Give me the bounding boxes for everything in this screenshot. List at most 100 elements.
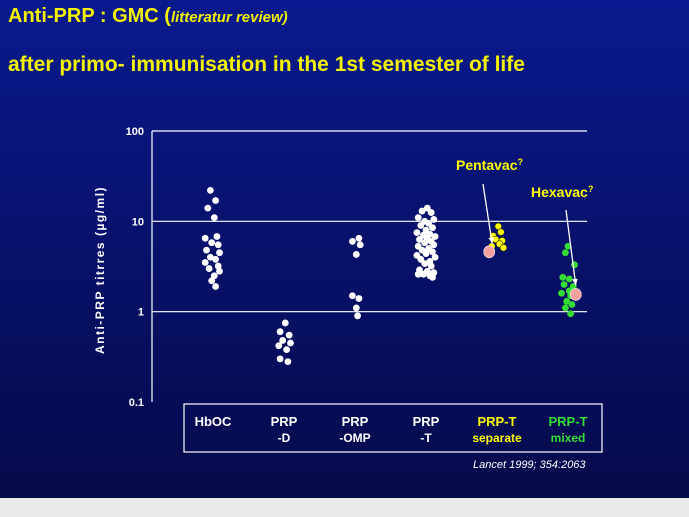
data-point <box>414 214 422 221</box>
data-point <box>564 242 572 250</box>
data-point <box>431 233 439 240</box>
y-tick-label: 100 <box>126 126 144 138</box>
data-point <box>352 304 360 312</box>
data-point <box>431 253 439 261</box>
data-point <box>417 222 425 229</box>
data-point <box>562 304 569 312</box>
data-point <box>212 283 220 290</box>
data-point <box>216 267 223 275</box>
y-tick-label: 1 <box>138 307 144 319</box>
annotation-arrowhead <box>488 237 494 244</box>
data-point <box>356 241 364 249</box>
data-point <box>349 292 356 300</box>
source-citation: Lancet 1999; 354:2063 <box>473 459 586 471</box>
data-point <box>279 337 287 344</box>
data-point <box>559 273 567 281</box>
data-point <box>567 310 574 318</box>
data-point <box>212 197 220 204</box>
annotation-marker <box>483 245 496 259</box>
data-point <box>349 237 356 245</box>
data-point <box>421 260 429 268</box>
x-tick-label: -T <box>420 431 432 445</box>
data-point <box>422 250 430 257</box>
x-tick-label: PRP <box>271 414 298 429</box>
data-point <box>203 246 210 254</box>
data-point <box>430 241 438 249</box>
data-point <box>352 251 360 258</box>
data-point <box>354 312 361 320</box>
data-point <box>207 253 214 261</box>
data-point <box>429 224 436 232</box>
data-point <box>214 241 222 249</box>
x-tick-label: -OMP <box>339 431 370 445</box>
x-tick-label: HbOC <box>195 414 232 429</box>
annotation-suffix: ? <box>588 184 594 194</box>
data-point <box>204 204 212 212</box>
data-point <box>427 262 435 270</box>
data-point <box>216 249 223 257</box>
data-point <box>499 244 508 252</box>
data-point <box>208 239 216 247</box>
data-point <box>213 233 221 240</box>
data-point <box>285 331 293 339</box>
annotation-label: Hexavac? <box>531 184 593 200</box>
x-tick-label: PRP-T <box>478 414 517 429</box>
data-point <box>284 358 292 366</box>
y-axis-title: Anti-PRP titrres (µg/ml) <box>93 186 107 354</box>
data-point <box>276 355 284 363</box>
annotation-marker <box>569 288 582 301</box>
data-point <box>201 259 209 266</box>
data-point <box>423 204 431 212</box>
data-point <box>425 219 432 227</box>
data-point <box>430 216 438 223</box>
data-point <box>413 229 421 237</box>
data-point <box>210 272 218 280</box>
data-point <box>287 339 294 347</box>
data-point <box>207 187 214 194</box>
data-point <box>421 239 429 247</box>
data-point <box>568 301 576 308</box>
annotation-arrowhead <box>572 278 578 286</box>
y-tick-label: 10 <box>132 216 144 228</box>
x-tick-label: PRP-T <box>549 414 588 429</box>
data-point <box>569 283 577 290</box>
x-tick-label: PRP <box>413 414 440 429</box>
annotation-suffix: ? <box>517 157 523 167</box>
slide: Anti-PRP : GMC (litteratur review) after… <box>0 0 689 498</box>
data-point <box>212 255 220 263</box>
slide-subtitle: after primo- immunisation in the 1st sem… <box>8 53 525 76</box>
data-point <box>563 297 571 305</box>
x-tick-label: PRP <box>342 414 369 429</box>
data-point <box>565 275 573 283</box>
x-tick-label: mixed <box>551 431 586 445</box>
data-point <box>417 255 425 263</box>
data-point <box>208 277 216 285</box>
data-point <box>427 209 435 216</box>
data-point <box>214 262 222 270</box>
x-axis-label-box <box>183 403 603 453</box>
y-tick-label: 0.1 <box>129 397 144 409</box>
annotation-label: Pentavac? <box>456 157 523 173</box>
scatter-chart: 100 10 1 0.1 Anti-PRP titrres (µg/ml) HbOC PRP… <box>93 126 603 471</box>
slide-title-main: Anti-PRP : GMC ( <box>8 5 171 27</box>
data-point <box>558 289 565 297</box>
data-point <box>429 273 436 281</box>
data-point <box>420 270 427 278</box>
data-point <box>201 234 209 242</box>
x-tick-label: separate <box>472 431 522 445</box>
data-point <box>210 214 218 221</box>
data-point <box>205 265 213 272</box>
data-point <box>571 261 578 269</box>
data-point <box>416 236 423 243</box>
annotation-arrow <box>565 209 577 286</box>
data-point <box>355 234 363 242</box>
data-point <box>281 319 289 327</box>
data-point <box>497 228 505 236</box>
annotation-arrow <box>482 183 493 244</box>
data-point <box>275 342 283 350</box>
slide-title-sub: litteratur review) <box>170 9 288 26</box>
data-point <box>355 295 363 302</box>
data-point <box>562 249 569 257</box>
data-point <box>283 346 290 354</box>
data-point <box>560 281 568 288</box>
